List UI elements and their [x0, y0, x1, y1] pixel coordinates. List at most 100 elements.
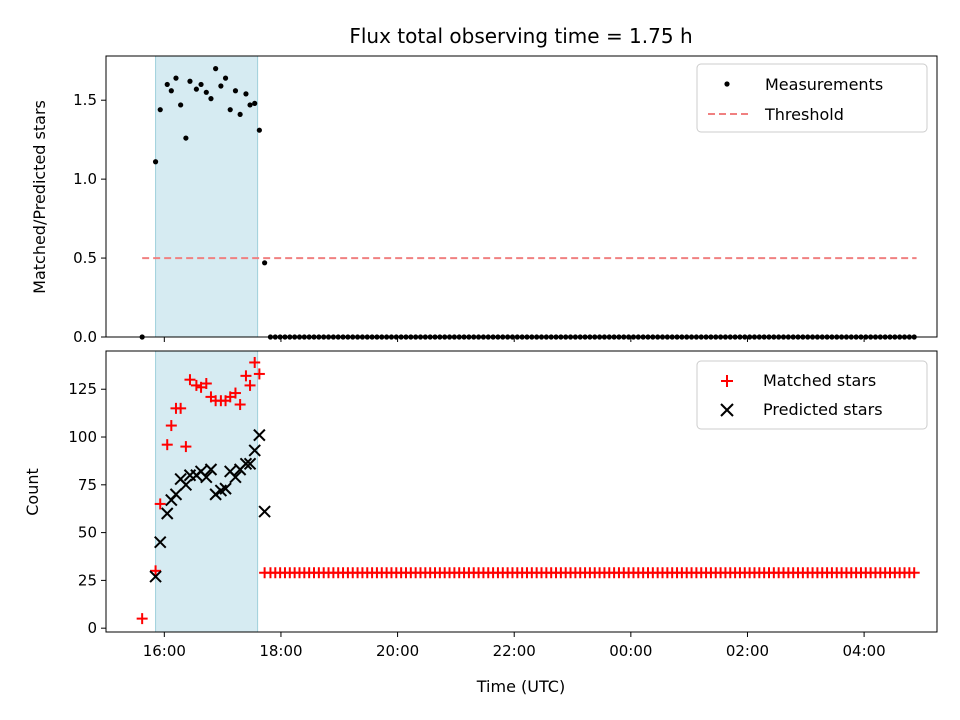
x-tick-label: 00:00	[609, 642, 652, 660]
measurement-point	[237, 111, 243, 118]
predicted-star-stroke	[154, 535, 167, 549]
bottom-axes-frame	[105, 350, 938, 633]
predicted-star-point	[179, 478, 193, 492]
predicted-star-stroke	[219, 482, 232, 495]
y-tick-label: 1.5	[73, 91, 97, 109]
matched-star-point	[175, 402, 187, 414]
measurement-point	[256, 127, 262, 133]
predicted-star-point	[243, 457, 257, 470]
predicted-star-point	[219, 482, 232, 495]
measurement-point	[187, 78, 193, 84]
chart-title: Flux total observing time = 1.75 h	[349, 24, 692, 48]
y-tick-label: 100	[68, 428, 97, 446]
matched-star-point	[908, 567, 920, 579]
measurement-point	[227, 107, 233, 113]
predicted-star-stroke	[253, 428, 266, 442]
measurement-point	[173, 75, 179, 81]
top-y-axis-label: Matched/Predicted stars	[30, 100, 49, 294]
predicted-star-point	[149, 570, 162, 583]
predicted-star-point	[239, 457, 253, 470]
legend-measurements-label: Measurements	[765, 75, 883, 94]
predicted-star-stroke	[239, 457, 253, 470]
legend-predicted-marker	[720, 403, 734, 417]
matched-star-points	[136, 356, 920, 625]
predicted-star-stroke	[209, 488, 222, 501]
legend-predicted-label: Predicted stars	[763, 400, 883, 419]
predicted-star-point	[248, 444, 261, 457]
predicted-star-stroke	[169, 488, 183, 501]
y-tick-label: 25	[78, 571, 97, 589]
bottom-x-ticks: 16:00 18:00 20:00 22:00 00:00 02:00 04:00	[143, 632, 886, 660]
measurement-point	[262, 260, 268, 266]
y-tick-label: 50	[78, 524, 97, 542]
matched-star-point	[154, 498, 166, 510]
y-tick-label: 1.0	[73, 170, 97, 188]
measurement-point	[218, 83, 224, 89]
predicted-star-stroke	[243, 457, 257, 470]
measurement-point	[243, 91, 249, 97]
measurement-point	[198, 81, 204, 88]
matched-star-point	[150, 565, 162, 577]
x-tick-label: 16:00	[143, 642, 186, 660]
y-tick-label: 0.0	[73, 328, 97, 346]
x-axis-label: Time (UTC)	[476, 677, 565, 696]
predicted-star-point	[258, 505, 271, 518]
bottom-legend: Matched stars Predicted stars	[696, 360, 928, 430]
predicted-star-point	[161, 507, 174, 520]
matched-star-point	[136, 613, 148, 625]
legend-matched-label: Matched stars	[763, 371, 876, 390]
measurement-point	[152, 159, 159, 165]
bottom-y-axis-label: Count	[23, 468, 42, 516]
x-tick-label: 02:00	[726, 642, 769, 660]
y-tick-label: 75	[78, 476, 97, 494]
top-observing-span	[155, 55, 259, 338]
measurement-point	[164, 81, 170, 88]
top-panel: 0.0 0.5 1.0 1.5 Matched/Predicted stars Mea…	[30, 55, 938, 346]
matched-star-point	[161, 439, 173, 451]
predicted-star-stroke	[161, 507, 174, 520]
matched-star-point	[184, 374, 196, 386]
matched-star-point	[165, 420, 177, 432]
predicted-star-stroke	[179, 478, 193, 492]
top-y-ticks: 0.0 0.5 1.0 1.5	[73, 91, 106, 346]
measurement-point	[208, 96, 214, 102]
measurement-point	[247, 102, 253, 108]
y-tick-label: 0	[87, 619, 97, 637]
matched-star-point	[244, 379, 256, 391]
predicted-star-stroke	[258, 505, 271, 518]
predicted-star-point	[204, 463, 218, 476]
observing-span	[155, 55, 259, 338]
measurement-point	[168, 88, 174, 94]
matched-star-point	[229, 387, 241, 399]
x-tick-label: 22:00	[493, 642, 536, 660]
measurement-point	[157, 107, 163, 113]
predicted-star-point	[229, 470, 242, 484]
predicted-star-point	[169, 488, 183, 501]
measurement-point	[183, 135, 189, 141]
matched-star-point	[249, 356, 261, 368]
matched-star-point	[180, 441, 192, 453]
predicted-star-points	[149, 428, 271, 583]
legend-matched-marker	[721, 375, 733, 387]
bottom-y-ticks: 0 25 50 75 100 125	[68, 380, 106, 637]
predicted-star-stroke	[149, 570, 162, 583]
predicted-star-point	[200, 470, 213, 484]
matched-star-point	[240, 370, 252, 382]
y-tick-label: 125	[68, 380, 97, 398]
predicted-star-stroke	[200, 470, 213, 484]
predicted-star-point	[253, 428, 266, 442]
observing-span	[155, 350, 259, 633]
top-axes-frame	[105, 55, 938, 338]
measurement-point	[232, 88, 239, 94]
x-tick-label: 04:00	[842, 642, 885, 660]
measurement-point	[252, 100, 258, 106]
bottom-observing-span	[155, 350, 259, 633]
matched-star-point	[234, 399, 246, 411]
legend-measurements-marker	[724, 81, 730, 87]
x-tick-label: 20:00	[376, 642, 419, 660]
x-tick-label: 18:00	[259, 642, 302, 660]
top-legend: Measurements Threshold	[696, 63, 928, 133]
predicted-star-stroke	[204, 463, 218, 476]
predicted-star-stroke	[229, 470, 242, 484]
